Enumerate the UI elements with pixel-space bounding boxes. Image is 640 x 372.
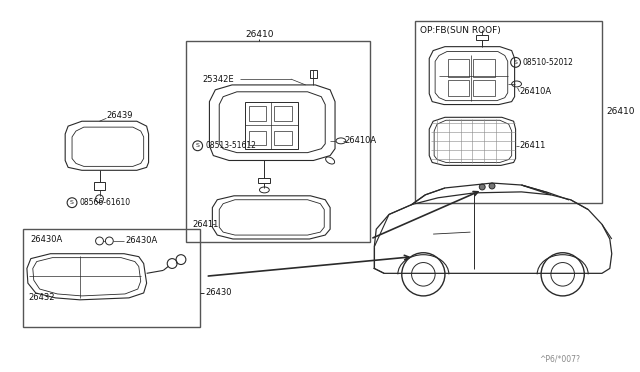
Text: 26410A: 26410A [520, 87, 552, 96]
Text: 26411: 26411 [520, 141, 546, 150]
Bar [474, 80, 495, 96]
Text: 26411: 26411 [193, 220, 219, 229]
Circle shape [489, 183, 495, 189]
Text: 08513-51612: 08513-51612 [205, 141, 257, 150]
Bar [274, 131, 292, 145]
Text: 26430: 26430 [205, 288, 232, 298]
Text: 26430A: 26430A [125, 237, 157, 246]
Bar [23, 229, 200, 327]
Text: ^P6/*007?: ^P6/*007? [540, 354, 580, 363]
Bar [249, 131, 266, 145]
Bar [448, 60, 470, 77]
Text: 26432: 26432 [29, 294, 56, 302]
Text: S: S [70, 200, 74, 205]
Text: 26410: 26410 [607, 107, 636, 116]
Text: 26410: 26410 [245, 31, 274, 39]
Bar [448, 80, 470, 96]
Text: 26410A: 26410A [345, 137, 377, 145]
Bar [249, 106, 266, 121]
Text: 26439: 26439 [106, 111, 133, 120]
Text: 25342E: 25342E [202, 74, 234, 84]
Bar [474, 60, 495, 77]
Circle shape [479, 184, 485, 190]
Text: 26430A: 26430A [31, 235, 63, 244]
Bar [93, 182, 106, 190]
Text: S: S [196, 143, 200, 148]
Bar [186, 41, 371, 242]
Bar [259, 178, 270, 183]
Text: 08510-52012: 08510-52012 [522, 58, 573, 67]
Bar [310, 70, 317, 78]
Bar [476, 35, 488, 40]
Text: 08566-61610: 08566-61610 [80, 198, 131, 207]
Text: S: S [514, 60, 518, 65]
Bar [415, 21, 602, 203]
Text: OP:FB(SUN ROOF): OP:FB(SUN ROOF) [420, 26, 501, 35]
Bar [274, 106, 292, 121]
